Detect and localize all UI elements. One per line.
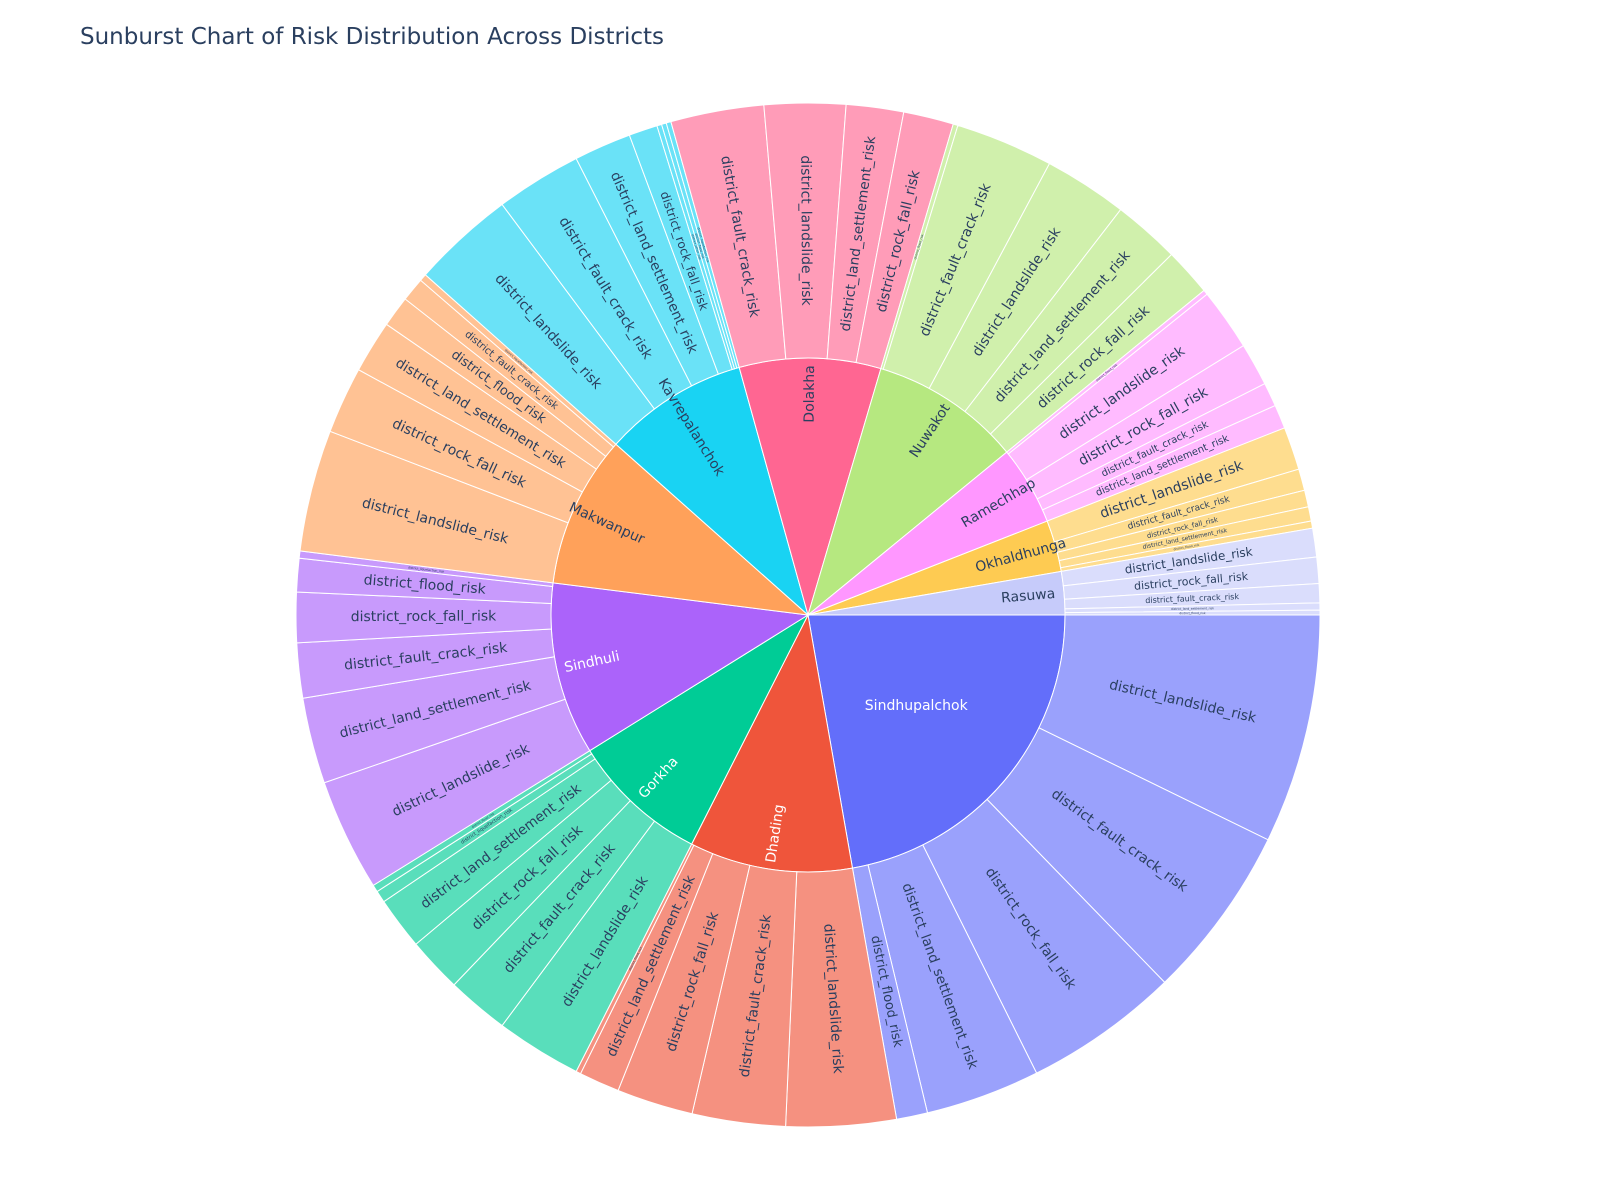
risk-segment-rasuwa-district-flood-risk[interactable] bbox=[1064, 609, 1321, 616]
chart-title: Sunburst Chart of Risk Distribution Acro… bbox=[80, 24, 665, 50]
